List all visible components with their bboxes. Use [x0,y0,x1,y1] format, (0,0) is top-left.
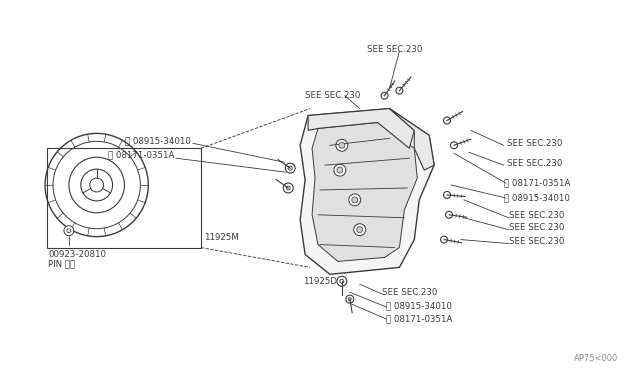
Text: AP75<000: AP75<000 [573,354,618,363]
Circle shape [396,87,403,94]
Circle shape [337,276,347,286]
Text: SEE SEC.230: SEE SEC.230 [509,211,564,220]
Polygon shape [300,109,434,274]
Circle shape [440,236,447,243]
Circle shape [444,117,451,124]
Polygon shape [312,122,417,262]
Circle shape [356,227,363,232]
Circle shape [352,197,358,203]
Circle shape [346,295,354,303]
Text: 11925M: 11925M [204,233,239,242]
Text: Ⓥ 08915-34010: Ⓥ 08915-34010 [125,136,191,145]
Polygon shape [390,109,434,170]
Text: PIN ピン: PIN ピン [48,259,75,268]
Circle shape [64,226,74,235]
Circle shape [451,142,458,149]
Circle shape [349,194,361,206]
Text: Ⓑ 08171-0351A: Ⓑ 08171-0351A [108,151,174,160]
Polygon shape [308,109,414,148]
Text: SEE SEC.230: SEE SEC.230 [507,159,562,168]
Text: 11925D: 11925D [303,277,337,286]
Circle shape [445,211,452,218]
Text: 00923-20810: 00923-20810 [48,250,106,259]
Bar [47,148,201,247]
Circle shape [336,140,348,151]
Text: SEE SEC.230: SEE SEC.230 [509,237,564,246]
Text: SEE SEC.230: SEE SEC.230 [509,223,564,232]
Text: Ⓑ 08171-0351A: Ⓑ 08171-0351A [387,314,453,324]
Text: Ⓥ 08915-34010: Ⓥ 08915-34010 [387,302,452,311]
Text: SEE SEC.230: SEE SEC.230 [507,139,562,148]
Text: SEE SEC.230: SEE SEC.230 [305,91,360,100]
Text: SEE SEC.230: SEE SEC.230 [367,45,422,54]
Circle shape [381,92,388,99]
Circle shape [444,192,451,198]
Circle shape [284,183,293,193]
Circle shape [334,164,346,176]
Circle shape [339,142,345,148]
Circle shape [285,163,295,173]
Text: Ⓥ 08915-34010: Ⓥ 08915-34010 [504,193,570,202]
Text: Ⓑ 08171-0351A: Ⓑ 08171-0351A [504,179,570,187]
Circle shape [337,167,343,173]
Circle shape [90,178,104,192]
Circle shape [354,224,365,235]
Text: SEE SEC.230: SEE SEC.230 [381,288,437,297]
